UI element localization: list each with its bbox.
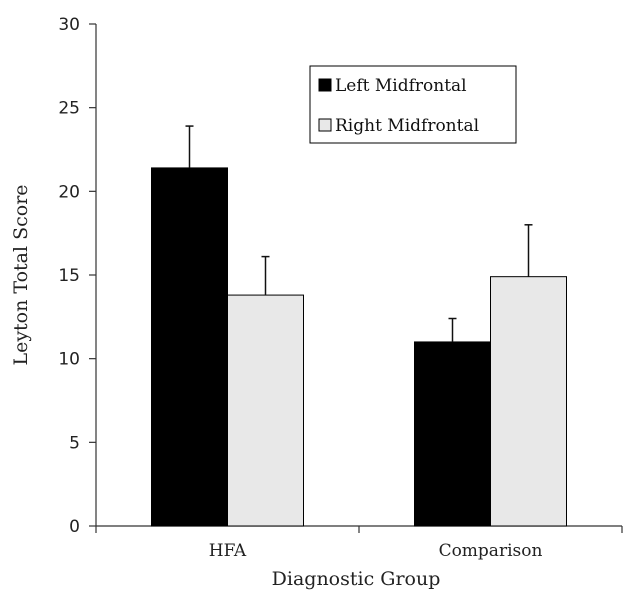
legend-label-right-midfrontal: Right Midfrontal [335, 116, 479, 136]
bar-left-midfrontal-comparison [414, 341, 491, 527]
y-tick-label: 0 [69, 517, 80, 537]
y-tick-label: 10 [58, 350, 80, 370]
y-tick-label: 25 [58, 99, 80, 119]
bar-right-midfrontal-comparison [490, 276, 567, 527]
x-axis-title: Diagnostic Group [272, 568, 441, 590]
y-tick-label: 30 [58, 15, 80, 35]
bar-right-midfrontal-hfa [227, 294, 304, 527]
x-tick-label: HFA [209, 541, 247, 561]
bars [151, 167, 567, 527]
legend-label-left-midfrontal: Left Midfrontal [335, 76, 467, 96]
y-ticks: 0 5 10 15 20 25 30 [58, 15, 96, 537]
y-tick-label: 20 [58, 182, 80, 202]
x-ticks: HFA Comparison [95, 526, 623, 561]
bar-left-midfrontal-hfa [151, 167, 228, 527]
y-tick-label: 15 [58, 266, 80, 286]
error-bars [185, 125, 533, 342]
legend-swatch-right-midfrontal [318, 118, 332, 132]
y-axis-title: Leyton Total Score [10, 184, 32, 365]
legend: Left Midfrontal Right Midfrontal [309, 65, 517, 144]
y-tick-label: 5 [69, 433, 80, 453]
x-tick-label: Comparison [439, 541, 543, 561]
legend-swatch-left-midfrontal [318, 78, 332, 92]
legend-box [309, 65, 517, 144]
